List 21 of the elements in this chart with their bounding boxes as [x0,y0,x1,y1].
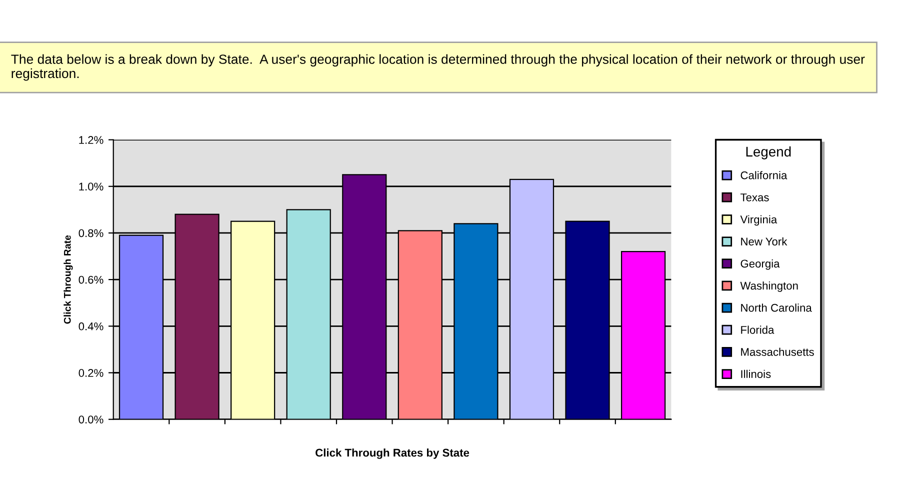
chart-title: The data below is a break down by State. A user's geographic location is determined through the physical location of their network or through user registration. [11,54,865,81]
legend-label: Virginia [740,215,778,226]
y-tick-label: 0.2% [78,369,104,377]
legend-label: Texas [740,194,769,202]
y-tick-label: 0.4% [78,322,104,330]
legend-label: Florida [741,326,774,334]
legend-label: New York [741,237,788,246]
legend-label: North Carolina [741,304,812,312]
y-tick-label: 0.6% [78,276,104,284]
y-tick-label: 0.0% [78,416,104,424]
y-tick-label: 0.8% [78,229,104,238]
y-axis-title: Click Through Rate [64,235,73,324]
legend-label: California [740,171,788,180]
legend-label: Illinois [741,370,771,378]
legend-title: Legend [746,146,791,160]
y-tick-label: 1.0% [79,182,104,191]
x-axis-title: Click Through Rates by State [316,448,470,459]
legend-label: Washington [740,282,798,292]
y-tick-label: 1.2% [79,136,104,144]
legend-label: Georgia [740,259,780,270]
legend-label: Massachusetts [741,348,814,356]
